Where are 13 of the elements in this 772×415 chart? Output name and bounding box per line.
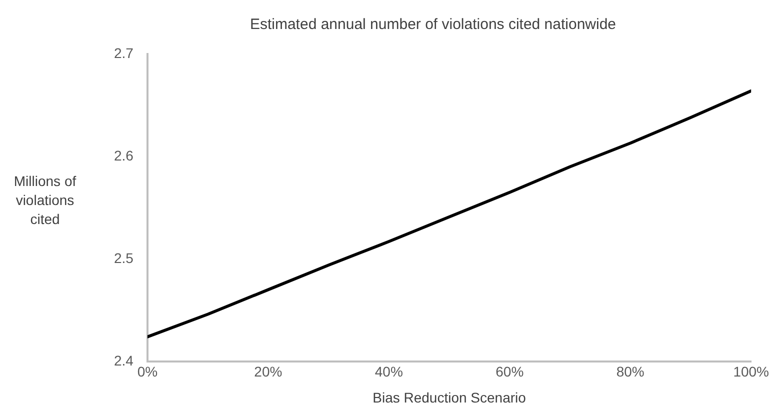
chart-title: Estimated annual number of violations cited nationwide bbox=[250, 16, 616, 34]
x-tick-label: 60% bbox=[496, 364, 524, 380]
y-tick-label: 2.4 bbox=[114, 352, 134, 368]
x-axis-title: Bias Reduction Scenario bbox=[372, 389, 526, 406]
x-tick-label: 100% bbox=[733, 364, 770, 380]
x-tick-label: 0% bbox=[137, 364, 158, 380]
y-tick-label: 2.6 bbox=[114, 147, 134, 164]
x-tick-label: 20% bbox=[254, 364, 282, 380]
x-tick-label: 40% bbox=[374, 364, 403, 380]
x-tick-label: 80% bbox=[616, 364, 644, 380]
y-tick-label: 2.5 bbox=[114, 250, 134, 266]
y-axis-title: Millions of violations cited bbox=[12, 172, 78, 229]
y-tick-label: 2.7 bbox=[114, 44, 134, 61]
